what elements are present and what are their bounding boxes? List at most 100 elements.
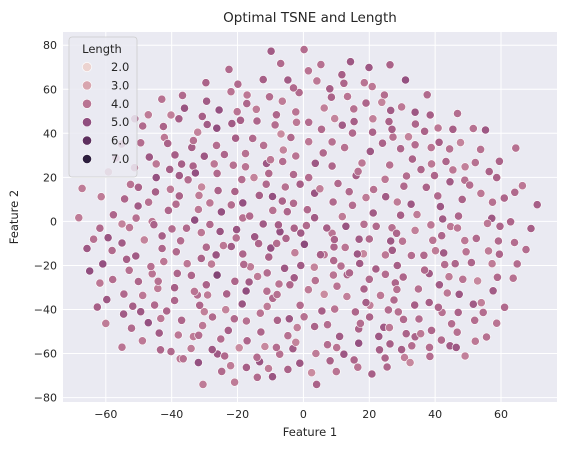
data-point [422, 90, 432, 100]
data-point [340, 242, 350, 252]
data-point [413, 284, 423, 294]
data-point [375, 345, 384, 355]
data-point [219, 150, 229, 159]
data-point [327, 161, 337, 171]
data-point [468, 124, 478, 133]
data-point [193, 358, 203, 367]
data-point [387, 124, 397, 134]
y-tick-label: 60 [43, 83, 57, 96]
data-point [190, 168, 200, 178]
data-point [473, 276, 482, 286]
data-point [361, 193, 371, 202]
data-point [392, 261, 402, 270]
data-point [359, 284, 369, 294]
data-point [327, 137, 337, 147]
data-point [419, 250, 429, 260]
data-point [212, 123, 222, 133]
data-point [476, 298, 486, 308]
data-point [420, 126, 429, 136]
data-point [332, 281, 342, 291]
data-point [170, 296, 179, 305]
data-point [425, 110, 435, 120]
x-tick-label: 40 [428, 408, 442, 421]
data-point [248, 133, 258, 143]
data-point [216, 334, 226, 344]
data-point [323, 340, 332, 350]
data-point [325, 84, 335, 94]
data-point [377, 97, 387, 107]
data-point [157, 231, 167, 241]
data-point [278, 145, 288, 155]
data-point [166, 347, 176, 356]
data-point [197, 182, 206, 192]
data-point [416, 165, 426, 174]
data-point [304, 173, 314, 182]
data-point [337, 120, 347, 130]
data-point [310, 276, 320, 285]
data-point [444, 272, 454, 282]
legend-items: 2.0 3.0 4.0 5.0 6.0 7.0 [82, 60, 129, 166]
data-point [332, 343, 342, 352]
y-tick-label: 20 [43, 171, 57, 184]
legend-marker [82, 154, 92, 164]
data-point [133, 277, 143, 286]
data-point [151, 173, 161, 182]
data-point [214, 105, 224, 115]
data-point [153, 276, 163, 286]
data-point [201, 242, 211, 252]
data-point [368, 127, 377, 137]
data-point [138, 290, 148, 300]
data-point [470, 158, 480, 167]
data-point [120, 194, 129, 204]
data-point [139, 235, 149, 245]
data-point [392, 197, 402, 207]
data-point [353, 362, 363, 372]
data-point [102, 295, 112, 304]
legend-label: 2.0 [111, 60, 129, 74]
data-point [416, 329, 426, 339]
data-point [157, 244, 167, 253]
y-tick-label: −80 [34, 392, 57, 405]
data-point [273, 220, 283, 230]
data-point [241, 149, 250, 158]
data-point [195, 300, 205, 310]
data-point [500, 302, 509, 312]
data-point [316, 250, 325, 260]
data-point [276, 59, 286, 68]
data-point [255, 308, 265, 318]
data-point [290, 248, 300, 258]
data-point [532, 200, 542, 210]
data-point [299, 239, 309, 249]
data-point [238, 198, 248, 208]
x-tick-label: 60 [494, 408, 508, 421]
data-point [193, 127, 203, 137]
data-point [318, 148, 328, 158]
data-point [401, 75, 410, 85]
data-point [365, 146, 375, 156]
data-point [221, 305, 231, 315]
data-point [245, 211, 255, 221]
data-point [77, 183, 87, 193]
data-point [310, 213, 319, 223]
data-point [388, 132, 398, 142]
data-point [508, 273, 518, 283]
data-point [331, 367, 341, 376]
data-point [95, 223, 105, 233]
legend-label: 5.0 [111, 115, 129, 129]
data-point [227, 119, 237, 128]
x-tick-label: 0 [300, 408, 307, 421]
data-point [397, 102, 406, 112]
data-point [328, 197, 338, 207]
data-point [340, 143, 349, 152]
data-point [471, 233, 481, 243]
data-point [510, 238, 519, 247]
data-point [174, 171, 184, 180]
x-tick-label: −20 [226, 408, 249, 421]
data-point [178, 91, 187, 100]
data-point [392, 285, 402, 294]
data-point [138, 121, 148, 131]
legend-title: Length [82, 42, 122, 56]
data-point [226, 242, 236, 251]
data-point [251, 104, 261, 114]
data-point [189, 286, 199, 296]
